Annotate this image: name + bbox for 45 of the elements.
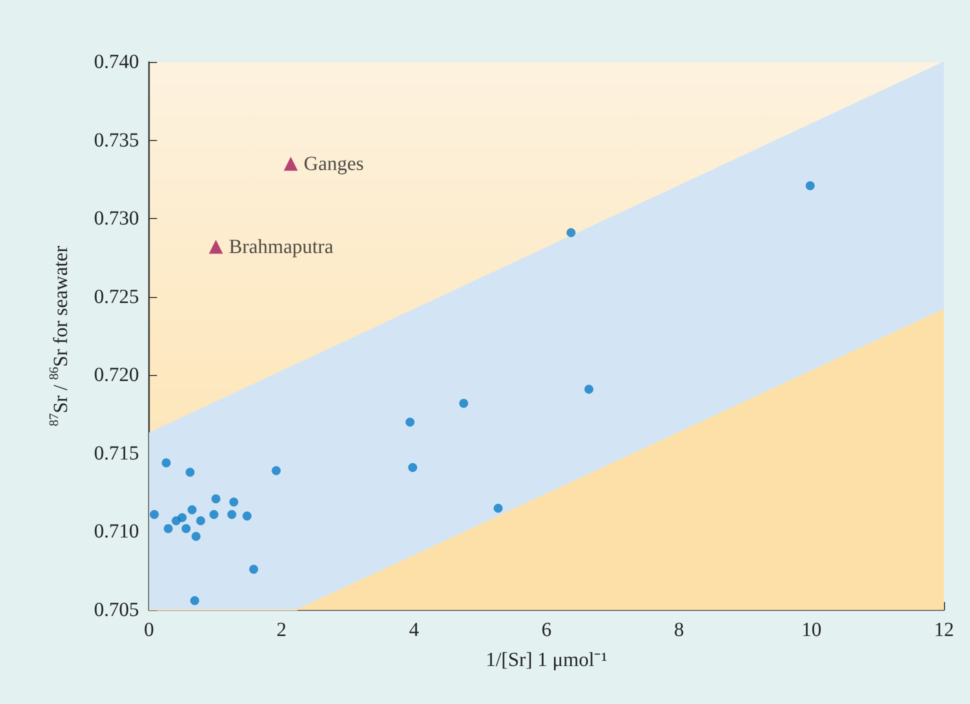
x-tick-label: 10 bbox=[802, 619, 822, 641]
point bbox=[178, 513, 187, 522]
x-tick-label: 8 bbox=[674, 619, 684, 641]
point bbox=[164, 524, 173, 534]
point bbox=[150, 510, 159, 519]
point bbox=[242, 512, 252, 521]
y-tick-label: 0.720 bbox=[94, 364, 139, 386]
series-label: Brahmaputra bbox=[228, 236, 334, 258]
y-tick-label: 0.710 bbox=[94, 520, 139, 543]
point bbox=[494, 504, 503, 513]
point bbox=[249, 564, 258, 574]
x-tick-label: 4 bbox=[409, 619, 419, 641]
series-label: Ganges bbox=[304, 152, 364, 175]
point bbox=[227, 510, 236, 519]
point bbox=[406, 418, 415, 427]
point bbox=[211, 494, 220, 504]
y-tick-label: 0.705 bbox=[94, 599, 139, 621]
y-axis-title: 87Sr / 86Sr for seawater bbox=[46, 245, 72, 426]
point bbox=[272, 466, 281, 476]
point bbox=[229, 497, 238, 506]
point bbox=[162, 458, 171, 468]
y-tick-label: 0.740 bbox=[94, 51, 139, 73]
point bbox=[459, 398, 468, 408]
point bbox=[190, 596, 200, 606]
point bbox=[196, 516, 206, 526]
y-tick-label: 0.735 bbox=[94, 129, 139, 152]
point bbox=[806, 181, 815, 190]
point bbox=[584, 384, 594, 394]
x-tick-label: 12 bbox=[934, 619, 954, 641]
y-tick-label: 0.715 bbox=[94, 442, 139, 464]
point bbox=[208, 240, 223, 254]
y-tick-label: 0.725 bbox=[94, 286, 139, 308]
point bbox=[182, 524, 191, 534]
x-tick-label: 2 bbox=[276, 619, 286, 641]
point bbox=[408, 463, 418, 472]
point bbox=[192, 532, 201, 541]
point bbox=[284, 156, 298, 171]
x-tick-label: 0 bbox=[144, 619, 154, 641]
y-tick-label: 0.730 bbox=[94, 208, 139, 230]
point bbox=[188, 505, 197, 514]
point bbox=[186, 468, 195, 477]
point bbox=[209, 510, 218, 519]
x-axis-title: 1/[Sr] 1 μmol⁻¹ bbox=[486, 649, 608, 671]
x-tick-label: 6 bbox=[542, 619, 552, 641]
point bbox=[566, 228, 576, 238]
